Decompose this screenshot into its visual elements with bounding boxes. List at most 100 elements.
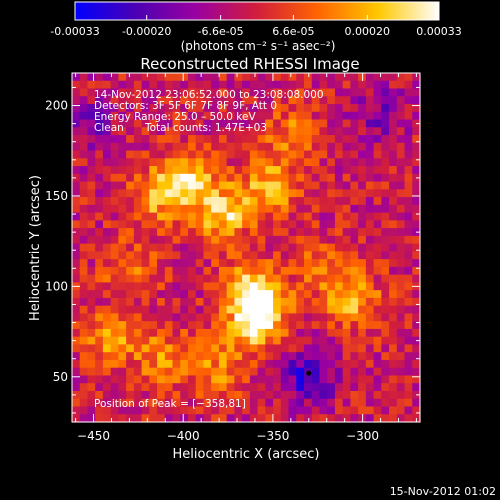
- heatmap-cell: [304, 111, 313, 121]
- heatmap-cell: [319, 173, 328, 183]
- heatmap-cell: [396, 111, 406, 121]
- heatmap-cell: [226, 135, 235, 144]
- heatmap-cell: [350, 383, 359, 392]
- heatmap-cell: [72, 127, 81, 136]
- heatmap-cell: [172, 274, 181, 283]
- heatmap-cell: [311, 150, 321, 159]
- heatmap-cell: [342, 88, 351, 97]
- heatmap-cell: [126, 414, 135, 423]
- heatmap-cell: [195, 127, 205, 136]
- heatmap-cell: [157, 282, 166, 291]
- detectors-text: Detectors: 3F 5F 6F 7F 8F 9F, Att 0: [94, 100, 277, 112]
- heatmap-cell: [257, 142, 266, 152]
- heatmap-cell: [126, 251, 135, 260]
- heatmap-cell: [126, 135, 135, 144]
- heatmap-cell: [389, 150, 398, 159]
- heatmap-cell: [126, 313, 135, 322]
- heatmap-cell: [381, 390, 390, 400]
- heatmap-cell: [249, 150, 259, 159]
- heatmap-cell: [195, 328, 205, 338]
- heatmap-cell: [311, 212, 321, 221]
- heatmap-cell: [180, 274, 189, 283]
- heatmap-cell: [327, 390, 336, 400]
- heatmap-cell: [242, 158, 251, 167]
- heatmap-cell: [373, 375, 382, 384]
- heatmap-cell: [195, 290, 205, 299]
- heatmap-cell: [133, 173, 143, 183]
- heatmap-cell: [389, 173, 398, 183]
- heatmap-cell: [172, 80, 181, 90]
- heatmap-cell: [257, 243, 266, 252]
- heatmap-cell: [226, 266, 235, 276]
- heatmap-cell: [203, 266, 212, 276]
- heatmap-cell: [126, 166, 135, 175]
- heatmap-cell: [396, 259, 406, 268]
- heatmap-cell: [265, 96, 274, 105]
- heatmap-cell: [102, 352, 112, 361]
- heatmap-cell: [249, 127, 259, 136]
- heatmap-cell: [133, 220, 143, 229]
- heatmap-cell: [396, 367, 406, 377]
- heatmap-cell: [211, 390, 220, 400]
- heatmap-cell: [242, 359, 251, 369]
- heatmap-cell: [87, 150, 96, 159]
- heatmap-cell: [218, 328, 228, 338]
- heatmap-cell: [195, 266, 205, 276]
- heatmap-cell: [365, 243, 375, 252]
- heatmap-cell: [141, 197, 150, 206]
- heatmap-cell: [133, 336, 143, 346]
- heatmap-cell: [172, 266, 181, 276]
- heatmap-cell: [102, 88, 112, 97]
- heatmap-cell: [296, 251, 305, 260]
- heatmap-cell: [87, 135, 96, 144]
- heatmap-cell: [157, 383, 166, 392]
- heatmap-cell: [265, 135, 274, 144]
- heatmap-cell: [342, 321, 351, 330]
- heatmap-cell: [404, 104, 413, 113]
- heatmap-cell: [396, 189, 406, 198]
- heatmap-cell: [327, 336, 336, 346]
- heatmap-cell: [72, 212, 81, 221]
- heatmap-cell: [304, 266, 313, 276]
- heatmap-cell: [249, 189, 259, 198]
- plot-frame: [71, 72, 421, 423]
- heatmap-cell: [95, 352, 104, 361]
- heatmap-cell: [319, 406, 328, 415]
- heatmap-cell: [180, 181, 189, 190]
- heatmap-cell: [180, 104, 189, 113]
- heatmap-cell: [149, 282, 158, 291]
- heatmap-cell: [118, 328, 127, 338]
- heatmap-cell: [164, 96, 174, 105]
- heatmap-cell: [218, 414, 228, 423]
- heatmap-cell: [110, 313, 119, 322]
- heatmap-cell: [102, 142, 112, 152]
- heatmap-cell: [226, 181, 235, 190]
- heatmap-cell: [110, 173, 119, 183]
- heatmap-cell: [102, 321, 112, 330]
- heatmap-cell: [95, 359, 104, 369]
- heatmap-cell: [249, 235, 259, 245]
- heatmap-cell: [203, 88, 212, 97]
- heatmap-cell: [126, 96, 135, 105]
- heatmap-cell: [296, 88, 305, 97]
- heatmap-cell: [149, 220, 158, 229]
- heatmap-cell: [141, 158, 150, 167]
- heatmap-cell: [226, 390, 235, 400]
- heatmap-cell: [87, 166, 96, 175]
- heatmap-cell: [296, 235, 305, 245]
- heatmap-cell: [296, 313, 305, 322]
- heatmap-cell: [319, 158, 328, 167]
- heatmap-cell: [273, 297, 282, 307]
- heatmap-cell: [95, 328, 104, 338]
- heatmap-cell: [149, 266, 158, 276]
- heatmap-cell: [141, 274, 150, 283]
- heatmap-cell: [195, 158, 205, 167]
- heatmap-cell: [102, 150, 112, 159]
- heatmap-cell: [273, 181, 282, 190]
- heatmap-cell: [288, 189, 297, 198]
- heatmap-cell: [172, 189, 181, 198]
- heatmap-cell: [126, 344, 135, 353]
- heatmap-cell: [257, 414, 266, 423]
- heatmap-cell: [404, 197, 413, 206]
